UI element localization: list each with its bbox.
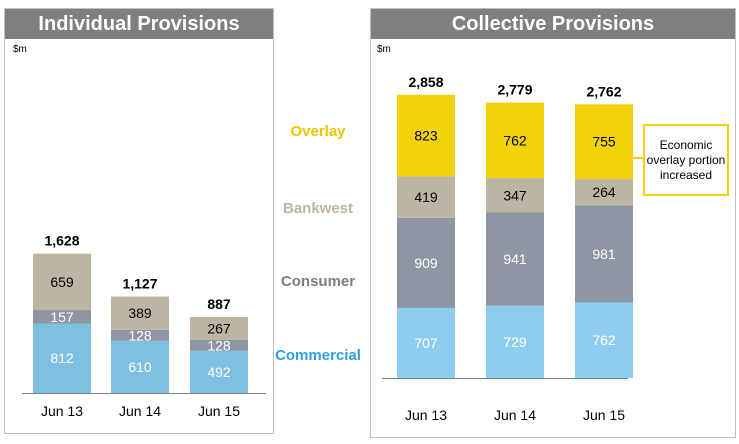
individual-panel-title: Individual Provisions xyxy=(5,9,273,39)
legend-consumer: Consumer xyxy=(280,273,356,290)
data-label: 909 xyxy=(414,255,438,271)
bar-segment-bankwest xyxy=(33,253,91,311)
bar-segment-consumer xyxy=(486,212,544,306)
data-label: 128 xyxy=(128,327,152,343)
legend-overlay: Overlay xyxy=(290,123,346,140)
data-label: 823 xyxy=(414,128,438,144)
collective-panel-title: Collective Provisions xyxy=(371,9,735,39)
category-label: Jun 14 xyxy=(119,403,161,419)
category-label: Jun 13 xyxy=(405,407,447,423)
economic-overlay-callout: Economic overlay portion increased xyxy=(643,124,729,196)
bar-segment-bankwest xyxy=(190,317,248,340)
bar-segment-commercial xyxy=(575,302,633,378)
data-label: 389 xyxy=(128,305,152,321)
category-label: Jun 14 xyxy=(494,407,536,423)
data-label: 347 xyxy=(503,187,527,203)
category-label: Jun 13 xyxy=(41,403,83,419)
data-label: 610 xyxy=(128,359,152,375)
data-label: 707 xyxy=(414,335,438,351)
data-label: 812 xyxy=(50,350,74,366)
total-label: 2,779 xyxy=(497,82,532,98)
bar-segment-bankwest xyxy=(397,176,455,218)
total-label: 2,858 xyxy=(408,74,443,90)
category-label: Jun 15 xyxy=(583,407,625,423)
bar-segment-commercial xyxy=(190,350,248,393)
total-label: 887 xyxy=(207,296,231,312)
data-label: 267 xyxy=(207,321,231,337)
data-label: 755 xyxy=(592,134,616,150)
data-label: 659 xyxy=(50,274,74,290)
individual-unit-label: $m xyxy=(13,44,27,55)
data-label: 419 xyxy=(414,189,438,205)
data-label: 157 xyxy=(50,309,74,325)
bar-segment-overlay xyxy=(486,102,544,179)
bar-segment-consumer xyxy=(33,310,91,324)
total-label: 1,127 xyxy=(122,276,157,292)
bar-segment-overlay xyxy=(575,104,633,180)
bar-segment-commercial xyxy=(111,340,169,393)
bar-segment-consumer xyxy=(111,329,169,341)
data-label: 264 xyxy=(592,184,616,200)
bar-segment-commercial xyxy=(486,305,544,378)
bar-segment-consumer xyxy=(575,205,633,303)
bar-segment-bankwest xyxy=(111,296,169,330)
data-label: 762 xyxy=(503,132,527,148)
data-label: 981 xyxy=(592,246,616,262)
bar-segment-consumer xyxy=(397,217,455,308)
bar-segment-bankwest xyxy=(486,178,544,213)
data-label: 762 xyxy=(592,332,616,348)
bar-segment-commercial xyxy=(33,323,91,393)
data-label: 128 xyxy=(207,337,231,353)
data-label: 941 xyxy=(503,251,527,267)
category-label: Jun 15 xyxy=(198,403,240,419)
legend-bankwest: Bankwest xyxy=(282,200,354,217)
collective-unit-label: $m xyxy=(377,44,391,55)
data-label: 729 xyxy=(503,334,527,350)
legend-commercial: Commercial xyxy=(275,347,361,364)
bar-segment-commercial xyxy=(397,307,455,378)
bar-segment-consumer xyxy=(190,339,248,351)
bar-segment-bankwest xyxy=(575,179,633,206)
data-label: 492 xyxy=(207,364,231,380)
total-label: 2,762 xyxy=(586,83,621,99)
bar-segment-overlay xyxy=(397,94,455,177)
total-label: 1,628 xyxy=(44,233,79,249)
